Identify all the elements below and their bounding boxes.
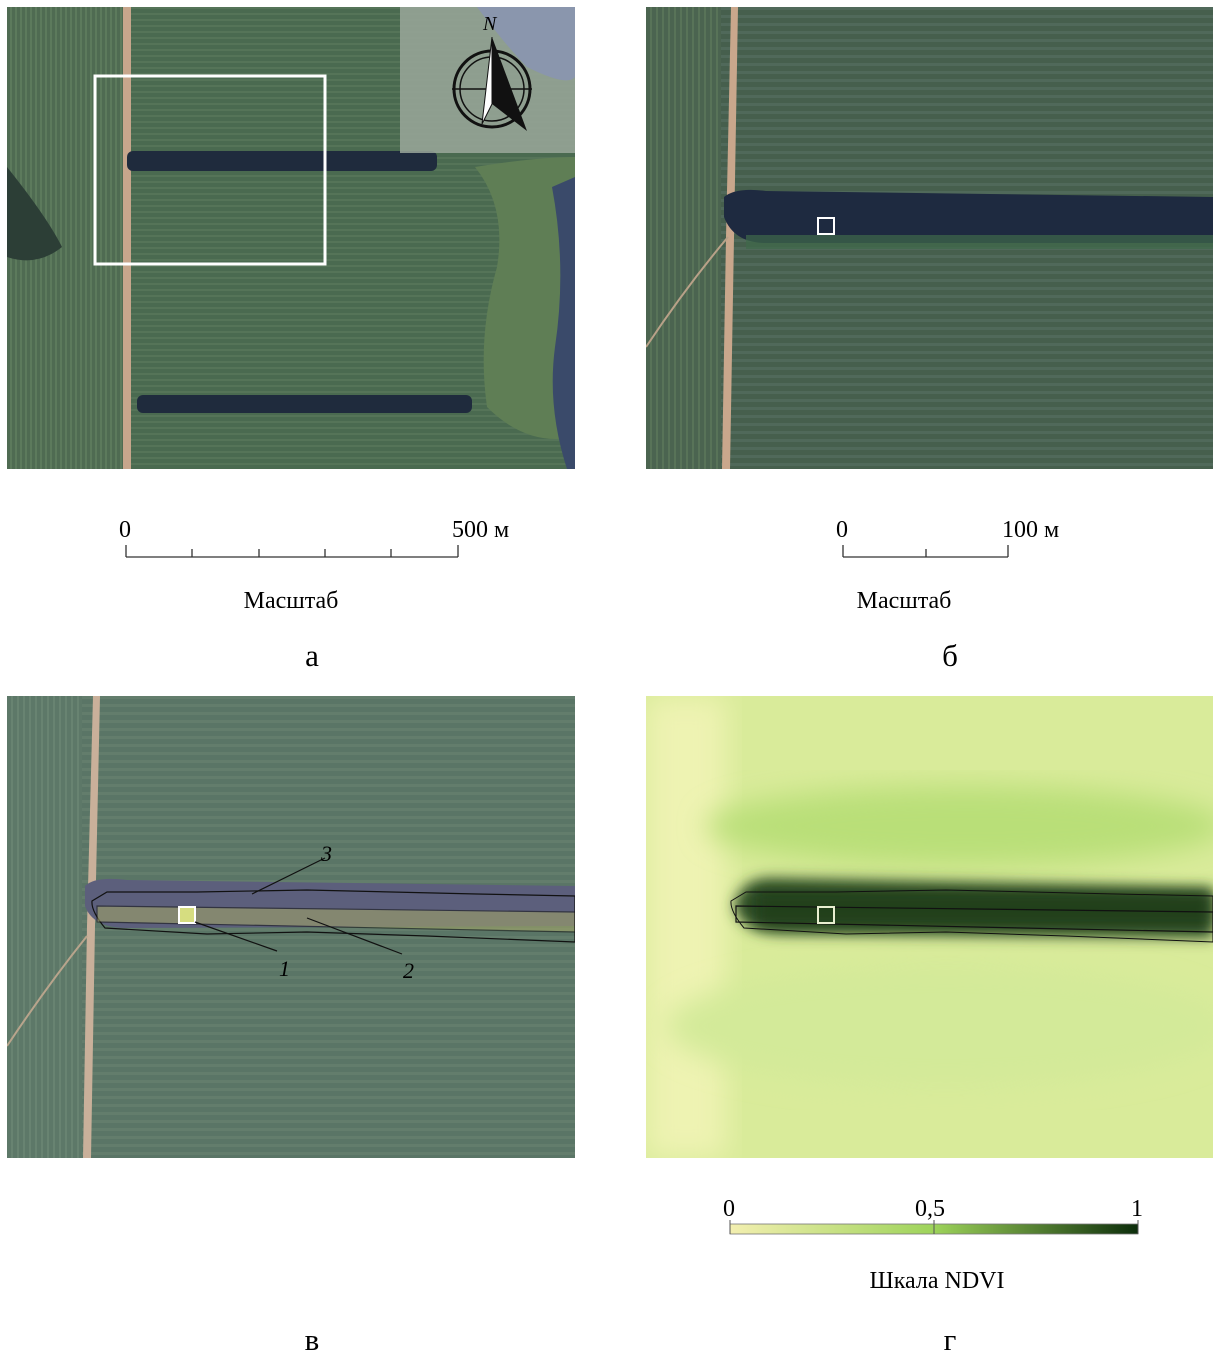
panel-letter-b: б — [942, 638, 958, 673]
panel-letter-c: в — [304, 1322, 320, 1357]
ndvi-tick-1: 1 — [1131, 1196, 1143, 1222]
ndvi-scale: 0 0,5 1 — [715, 1196, 1165, 1256]
scale-a-end: 500 м — [452, 517, 510, 543]
ndvi-tick-05: 0,5 — [915, 1196, 945, 1222]
callout-2: 2 — [403, 958, 414, 983]
panel-letter-a: а — [305, 638, 319, 673]
scale-bar-a: 0 500 м — [110, 515, 530, 565]
scale-b-start: 0 — [836, 517, 848, 543]
callout-3: 3 — [321, 841, 332, 866]
scale-bar-b: 0 100 м — [830, 515, 1090, 565]
callout-1: 1 — [279, 956, 290, 981]
panel-letter-d: г — [943, 1322, 957, 1357]
north-label: N — [483, 13, 497, 35]
ndvi-map — [646, 696, 1213, 1158]
map-panel-b — [646, 7, 1213, 469]
annotated-image — [7, 696, 575, 1158]
scale-b-title: Масштаб — [856, 588, 952, 614]
ndvi-tick-0: 0 — [723, 1196, 735, 1222]
satellite-image-zoomed — [646, 7, 1213, 469]
scale-b-end: 100 м — [1002, 517, 1060, 543]
ndvi-scale-title: Шкала NDVI — [869, 1268, 1005, 1294]
map-panel-c: 1 2 3 — [7, 696, 575, 1158]
north-arrow-icon: N — [447, 13, 537, 139]
scale-a-title: Масштаб — [243, 588, 339, 614]
scale-a-start: 0 — [119, 517, 131, 543]
map-panel-d — [646, 696, 1213, 1158]
satellite-image-overview — [7, 7, 575, 469]
map-panel-a: N — [7, 7, 575, 469]
